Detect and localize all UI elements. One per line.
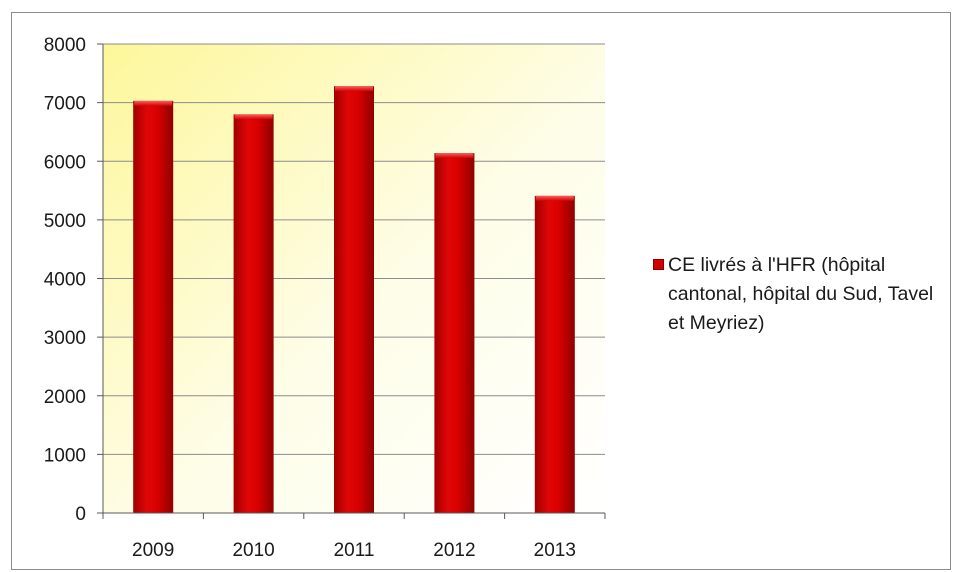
bar-2009 [133,100,174,514]
legend-label: CE livrés à l'HFR (hôpital cantonal, hôp… [668,254,934,334]
bar-cap [134,100,173,106]
x-tick-label: 2009 [132,540,174,561]
bar-cap [535,195,574,201]
bar-cap [335,86,373,92]
y-tick-label: 3000 [44,328,86,349]
y-tick-label: 1000 [44,445,86,466]
y-tick-label: 2000 [44,387,86,408]
y-tick-label: 7000 [44,94,86,115]
x-tick-label: 2013 [534,540,576,561]
bar-2010 [233,114,274,513]
bar-body [233,114,274,513]
x-tick-label: 2011 [334,540,375,561]
bar-body [133,100,174,514]
y-tick-label: 0 [75,504,86,525]
y-tick-label: 6000 [44,152,86,173]
x-tick-label: 2010 [232,540,274,561]
bar-2012 [434,153,475,514]
legend: CE livrés à l'HFR (hôpital cantonal, hôp… [653,251,953,338]
bar-body [334,86,374,514]
bar-body [434,153,475,514]
x-tick-label: 2012 [433,540,475,561]
bar-body [534,195,575,513]
bar-cap [435,153,474,159]
legend-swatch [653,259,664,270]
y-tick-label: 8000 [44,35,86,56]
y-tick-label: 4000 [44,270,86,291]
bar-cap [234,114,273,120]
bar-2013 [534,195,575,513]
bar-2011 [334,86,374,514]
y-tick-label: 5000 [44,211,86,232]
